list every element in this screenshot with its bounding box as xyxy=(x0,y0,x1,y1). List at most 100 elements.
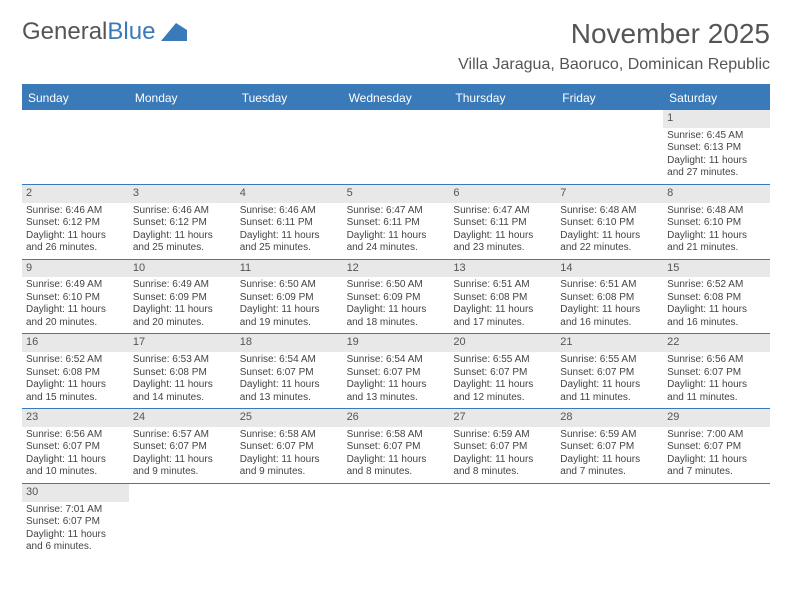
cell-body: Sunrise: 6:55 AMSunset: 6:07 PMDaylight:… xyxy=(449,352,556,408)
cell-body: Sunrise: 6:46 AMSunset: 6:12 PMDaylight:… xyxy=(129,203,236,259)
sunset-text: Sunset: 6:10 PM xyxy=(26,292,125,305)
sunset-text: Sunset: 6:07 PM xyxy=(560,367,659,380)
cell-body: Sunrise: 6:46 AMSunset: 6:11 PMDaylight:… xyxy=(236,203,343,259)
daylight-text: Daylight: 11 hours and 9 minutes. xyxy=(240,454,339,479)
calendar: Sunday Monday Tuesday Wednesday Thursday… xyxy=(22,84,770,558)
sunset-text: Sunset: 6:07 PM xyxy=(133,441,232,454)
date-number: 21 xyxy=(556,334,663,352)
calendar-cell: 20Sunrise: 6:55 AMSunset: 6:07 PMDayligh… xyxy=(449,334,556,408)
week-row: 30Sunrise: 7:01 AMSunset: 6:07 PMDayligh… xyxy=(22,484,770,558)
date-number: 22 xyxy=(663,334,770,352)
sunrise-text: Sunrise: 6:57 AM xyxy=(133,429,232,442)
calendar-cell: 24Sunrise: 6:57 AMSunset: 6:07 PMDayligh… xyxy=(129,409,236,483)
cell-body: Sunrise: 6:55 AMSunset: 6:07 PMDaylight:… xyxy=(556,352,663,408)
sunrise-text: Sunrise: 6:58 AM xyxy=(240,429,339,442)
sunrise-text: Sunrise: 6:48 AM xyxy=(667,205,766,218)
calendar-cell xyxy=(129,110,236,184)
calendar-cell: 14Sunrise: 6:51 AMSunset: 6:08 PMDayligh… xyxy=(556,260,663,334)
date-number: 4 xyxy=(236,185,343,203)
cell-body: Sunrise: 6:59 AMSunset: 6:07 PMDaylight:… xyxy=(449,427,556,483)
week-row: 16Sunrise: 6:52 AMSunset: 6:08 PMDayligh… xyxy=(22,334,770,409)
day-header: Tuesday xyxy=(236,86,343,110)
logo: GeneralBlue xyxy=(22,18,187,46)
daylight-text: Daylight: 11 hours and 25 minutes. xyxy=(240,230,339,255)
date-number: 1 xyxy=(663,110,770,128)
calendar-cell: 17Sunrise: 6:53 AMSunset: 6:08 PMDayligh… xyxy=(129,334,236,408)
calendar-cell: 27Sunrise: 6:59 AMSunset: 6:07 PMDayligh… xyxy=(449,409,556,483)
daylight-text: Daylight: 11 hours and 20 minutes. xyxy=(133,304,232,329)
day-header: Monday xyxy=(129,86,236,110)
title-block: November 2025 Villa Jaragua, Baoruco, Do… xyxy=(458,18,770,74)
month-title: November 2025 xyxy=(458,18,770,50)
sunrise-text: Sunrise: 6:56 AM xyxy=(26,429,125,442)
sunrise-text: Sunrise: 6:50 AM xyxy=(240,279,339,292)
sunrise-text: Sunrise: 6:51 AM xyxy=(560,279,659,292)
day-header: Thursday xyxy=(449,86,556,110)
daylight-text: Daylight: 11 hours and 13 minutes. xyxy=(347,379,446,404)
calendar-cell: 10Sunrise: 6:49 AMSunset: 6:09 PMDayligh… xyxy=(129,260,236,334)
sunset-text: Sunset: 6:07 PM xyxy=(347,441,446,454)
day-header-row: Sunday Monday Tuesday Wednesday Thursday… xyxy=(22,86,770,110)
cell-body: Sunrise: 6:58 AMSunset: 6:07 PMDaylight:… xyxy=(343,427,450,483)
calendar-cell xyxy=(449,110,556,184)
daylight-text: Daylight: 11 hours and 22 minutes. xyxy=(560,230,659,255)
daylight-text: Daylight: 11 hours and 7 minutes. xyxy=(560,454,659,479)
date-number: 19 xyxy=(343,334,450,352)
cell-body: Sunrise: 6:53 AMSunset: 6:08 PMDaylight:… xyxy=(129,352,236,408)
location-text: Villa Jaragua, Baoruco, Dominican Republ… xyxy=(458,56,770,74)
calendar-cell: 30Sunrise: 7:01 AMSunset: 6:07 PMDayligh… xyxy=(22,484,129,558)
sunrise-text: Sunrise: 6:55 AM xyxy=(560,354,659,367)
cell-body: Sunrise: 6:46 AMSunset: 6:12 PMDaylight:… xyxy=(22,203,129,259)
cell-body: Sunrise: 6:56 AMSunset: 6:07 PMDaylight:… xyxy=(22,427,129,483)
sunrise-text: Sunrise: 6:45 AM xyxy=(667,130,766,143)
daylight-text: Daylight: 11 hours and 20 minutes. xyxy=(26,304,125,329)
cell-body: Sunrise: 6:59 AMSunset: 6:07 PMDaylight:… xyxy=(556,427,663,483)
sunset-text: Sunset: 6:08 PM xyxy=(453,292,552,305)
daylight-text: Daylight: 11 hours and 12 minutes. xyxy=(453,379,552,404)
sunset-text: Sunset: 6:11 PM xyxy=(240,217,339,230)
sunrise-text: Sunrise: 6:50 AM xyxy=(347,279,446,292)
day-header: Saturday xyxy=(663,86,770,110)
sunrise-text: Sunrise: 6:55 AM xyxy=(453,354,552,367)
daylight-text: Daylight: 11 hours and 8 minutes. xyxy=(453,454,552,479)
calendar-cell: 2Sunrise: 6:46 AMSunset: 6:12 PMDaylight… xyxy=(22,185,129,259)
logo-text-gray: General xyxy=(22,18,107,45)
date-number: 15 xyxy=(663,260,770,278)
calendar-cell xyxy=(236,110,343,184)
cell-body: Sunrise: 6:48 AMSunset: 6:10 PMDaylight:… xyxy=(663,203,770,259)
calendar-cell xyxy=(449,484,556,558)
cell-body: Sunrise: 6:48 AMSunset: 6:10 PMDaylight:… xyxy=(556,203,663,259)
sunset-text: Sunset: 6:12 PM xyxy=(133,217,232,230)
daylight-text: Daylight: 11 hours and 11 minutes. xyxy=(667,379,766,404)
daylight-text: Daylight: 11 hours and 6 minutes. xyxy=(26,529,125,554)
sunset-text: Sunset: 6:07 PM xyxy=(347,367,446,380)
date-number: 24 xyxy=(129,409,236,427)
logo-text: GeneralBlue xyxy=(22,18,155,46)
logo-flag-icon xyxy=(161,23,187,41)
calendar-cell: 9Sunrise: 6:49 AMSunset: 6:10 PMDaylight… xyxy=(22,260,129,334)
cell-body: Sunrise: 6:57 AMSunset: 6:07 PMDaylight:… xyxy=(129,427,236,483)
sunrise-text: Sunrise: 6:46 AM xyxy=(133,205,232,218)
sunrise-text: Sunrise: 6:59 AM xyxy=(453,429,552,442)
daylight-text: Daylight: 11 hours and 10 minutes. xyxy=(26,454,125,479)
calendar-cell: 8Sunrise: 6:48 AMSunset: 6:10 PMDaylight… xyxy=(663,185,770,259)
daylight-text: Daylight: 11 hours and 14 minutes. xyxy=(133,379,232,404)
sunset-text: Sunset: 6:07 PM xyxy=(453,441,552,454)
daylight-text: Daylight: 11 hours and 25 minutes. xyxy=(133,230,232,255)
date-number: 16 xyxy=(22,334,129,352)
calendar-cell: 23Sunrise: 6:56 AMSunset: 6:07 PMDayligh… xyxy=(22,409,129,483)
week-row: 2Sunrise: 6:46 AMSunset: 6:12 PMDaylight… xyxy=(22,185,770,260)
calendar-cell: 16Sunrise: 6:52 AMSunset: 6:08 PMDayligh… xyxy=(22,334,129,408)
date-number: 17 xyxy=(129,334,236,352)
sunset-text: Sunset: 6:13 PM xyxy=(667,142,766,155)
calendar-cell xyxy=(236,484,343,558)
sunset-text: Sunset: 6:07 PM xyxy=(560,441,659,454)
calendar-cell: 29Sunrise: 7:00 AMSunset: 6:07 PMDayligh… xyxy=(663,409,770,483)
date-number: 25 xyxy=(236,409,343,427)
calendar-cell xyxy=(129,484,236,558)
date-number: 11 xyxy=(236,260,343,278)
daylight-text: Daylight: 11 hours and 21 minutes. xyxy=(667,230,766,255)
cell-body: Sunrise: 6:58 AMSunset: 6:07 PMDaylight:… xyxy=(236,427,343,483)
week-row: 23Sunrise: 6:56 AMSunset: 6:07 PMDayligh… xyxy=(22,409,770,484)
daylight-text: Daylight: 11 hours and 24 minutes. xyxy=(347,230,446,255)
